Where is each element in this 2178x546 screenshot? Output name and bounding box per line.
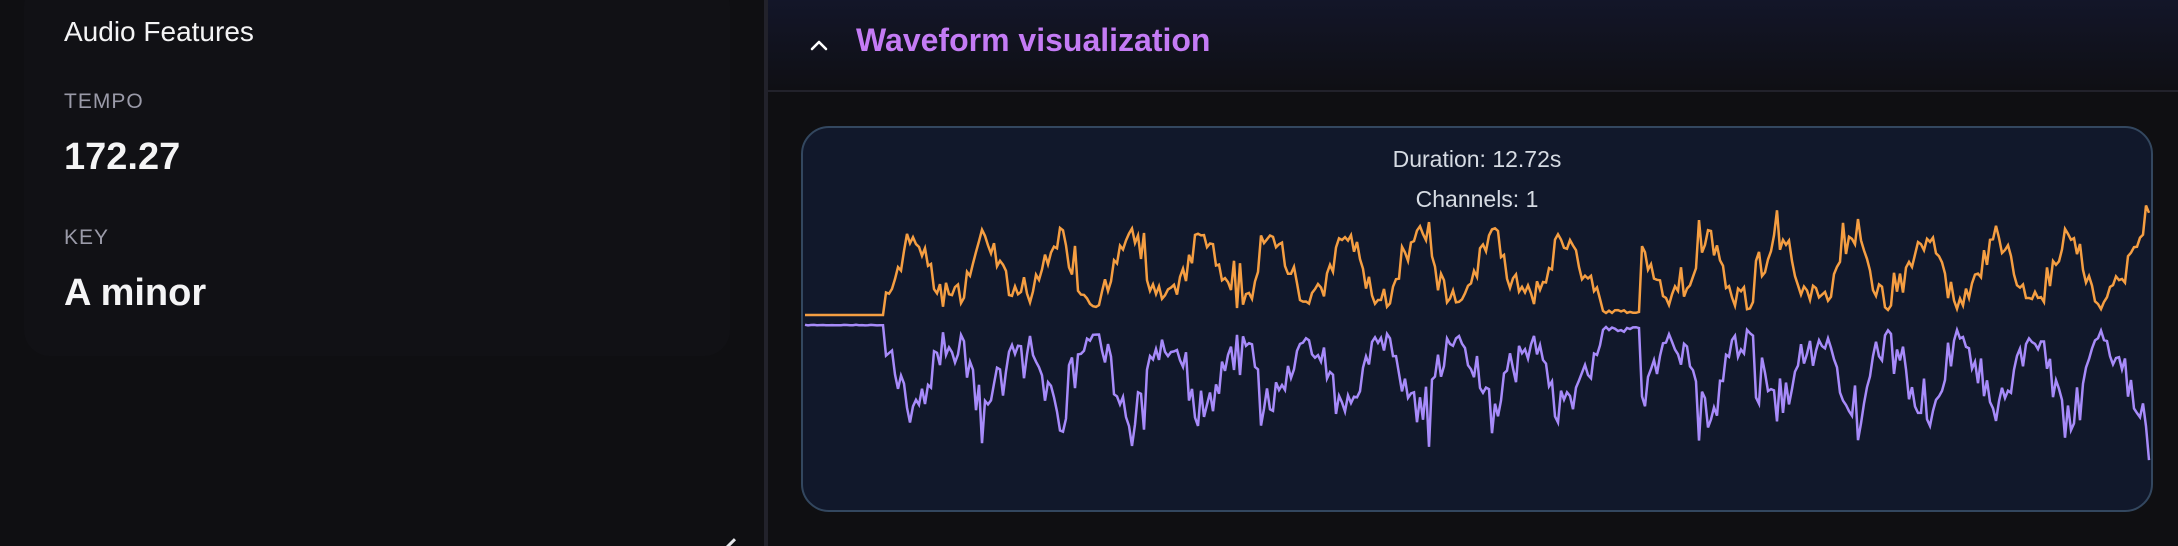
panel-resize-divider[interactable] xyxy=(764,0,768,546)
waveform-card: Duration: 12.72s Channels: 1 xyxy=(801,126,2153,512)
waveform-canvas xyxy=(804,205,2151,461)
waveform-positive-line xyxy=(805,205,2151,317)
channels-label: Channels: 1 xyxy=(1415,186,1539,212)
tempo-value: 172.27 xyxy=(64,136,181,178)
waveform-section-header[interactable]: Waveform visualization xyxy=(768,0,2178,92)
key-value: A minor xyxy=(64,272,207,314)
duration-label: Duration: 12.72s xyxy=(1392,146,1562,172)
waveform-negative-line xyxy=(804,323,2151,461)
panel-collapse-handle-icon[interactable] xyxy=(724,538,744,546)
card-title: Audio Features xyxy=(64,16,254,47)
left-panel: Audio Features TEMPO 172.27 KEY A minor xyxy=(0,0,764,546)
right-panel: Waveform visualization Duration: 12.72s … xyxy=(768,0,2178,546)
chevron-up-icon[interactable] xyxy=(808,34,830,56)
section-title: Waveform visualization xyxy=(856,22,1211,58)
audio-features-card xyxy=(24,0,730,356)
key-label: KEY xyxy=(64,226,110,249)
tempo-label: TEMPO xyxy=(64,90,144,113)
